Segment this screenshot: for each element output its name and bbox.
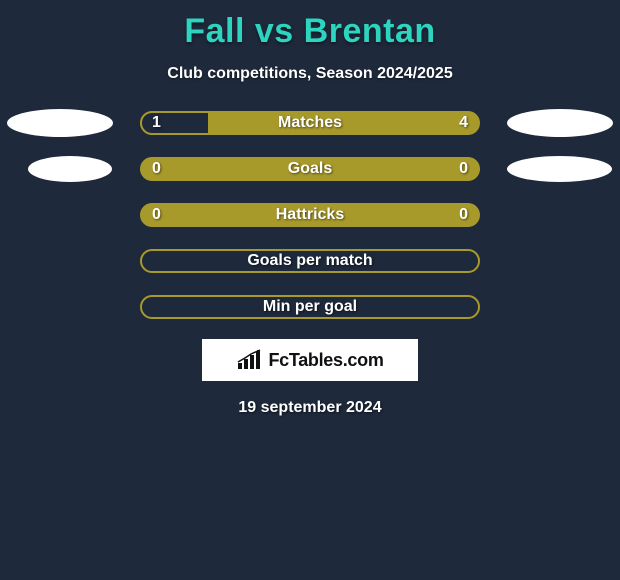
footer-date: 19 september 2024	[0, 399, 620, 417]
team-right-logo-placeholder	[507, 156, 612, 182]
stat-bar: 1 Matches 4	[140, 111, 480, 135]
stat-rows: 1 Matches 4 0 Goals 0 0 Hattricks 0	[0, 111, 620, 319]
page-subtitle: Club competitions, Season 2024/2025	[0, 65, 620, 83]
stat-row-matches: 1 Matches 4	[0, 111, 620, 135]
brand-logo-box: FcTables.com	[202, 339, 418, 381]
stat-left-value: 0	[152, 206, 161, 224]
stat-left-value: 0	[152, 160, 161, 178]
stat-left-value: 1	[152, 114, 161, 132]
team-left-logo-placeholder	[28, 156, 112, 182]
stat-bar: 0 Goals 0	[140, 157, 480, 181]
stat-bar-left-fill	[140, 111, 208, 135]
stat-right-value: 0	[459, 206, 468, 224]
stat-label: Goals per match	[247, 252, 372, 270]
stat-label: Min per goal	[263, 298, 357, 316]
stat-label: Hattricks	[276, 206, 344, 224]
player-right-photo-placeholder	[507, 109, 613, 137]
bar-chart-icon	[236, 349, 262, 371]
stat-bar: Goals per match	[140, 249, 480, 273]
stat-bar: Min per goal	[140, 295, 480, 319]
stat-row-hattricks: 0 Hattricks 0	[0, 203, 620, 227]
comparison-card: Fall vs Brentan Club competitions, Seaso…	[0, 0, 620, 580]
stat-label: Matches	[278, 114, 342, 132]
page-title: Fall vs Brentan	[0, 12, 620, 51]
stat-bar: 0 Hattricks 0	[140, 203, 480, 227]
player-left-photo-placeholder	[7, 109, 113, 137]
stat-right-value: 0	[459, 160, 468, 178]
stat-row-min-per-goal: Min per goal	[0, 295, 620, 319]
stat-row-goals-per-match: Goals per match	[0, 249, 620, 273]
stat-row-goals: 0 Goals 0	[0, 157, 620, 181]
brand-text: FcTables.com	[268, 350, 383, 371]
stat-label: Goals	[288, 160, 332, 178]
stat-right-value: 4	[459, 114, 468, 132]
